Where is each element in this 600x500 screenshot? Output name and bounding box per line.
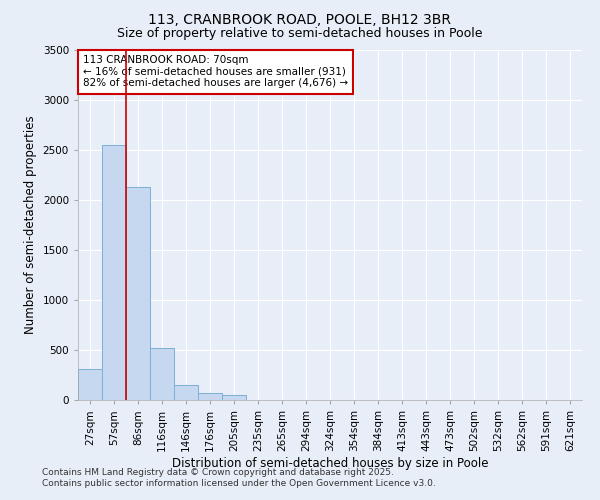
Text: Size of property relative to semi-detached houses in Poole: Size of property relative to semi-detach… <box>117 28 483 40</box>
Bar <box>198 392 222 400</box>
Bar <box>174 384 198 400</box>
Bar <box>126 187 150 400</box>
Bar <box>78 369 102 400</box>
Bar <box>150 348 174 400</box>
X-axis label: Distribution of semi-detached houses by size in Poole: Distribution of semi-detached houses by … <box>172 456 488 469</box>
Text: Contains HM Land Registry data © Crown copyright and database right 2025.
Contai: Contains HM Land Registry data © Crown c… <box>42 468 436 487</box>
Y-axis label: Number of semi-detached properties: Number of semi-detached properties <box>24 116 37 334</box>
Bar <box>222 395 246 400</box>
Text: 113 CRANBROOK ROAD: 70sqm
← 16% of semi-detached houses are smaller (931)
82% of: 113 CRANBROOK ROAD: 70sqm ← 16% of semi-… <box>83 56 348 88</box>
Bar <box>102 145 126 400</box>
Text: 113, CRANBROOK ROAD, POOLE, BH12 3BR: 113, CRANBROOK ROAD, POOLE, BH12 3BR <box>149 12 452 26</box>
